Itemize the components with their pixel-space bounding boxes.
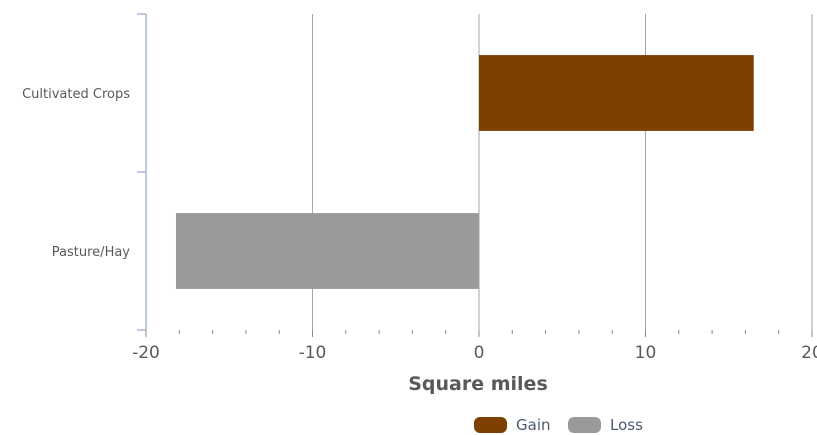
x-tick-label: -20	[132, 343, 160, 363]
category-label: Cultivated Crops	[22, 87, 130, 102]
y-axis	[137, 13, 147, 331]
bar-loss	[175, 213, 479, 289]
x-axis: -20 -10 0 10 20	[132, 330, 817, 363]
x-tick-label: 10	[635, 343, 657, 363]
legend: Gain Loss	[474, 416, 643, 434]
category-labels: Cultivated Crops Pasture/Hay	[22, 87, 130, 260]
x-tick-label: -10	[299, 343, 327, 363]
x-axis-title: Square miles	[408, 373, 548, 395]
x-tick-label: 20	[801, 343, 817, 363]
x-tick-label: 0	[474, 343, 485, 363]
bars	[175, 55, 754, 289]
bar-gain	[479, 55, 754, 131]
legend-label-gain: Gain	[516, 416, 551, 434]
legend-swatch-gain	[474, 417, 507, 433]
legend-swatch-loss	[568, 417, 601, 433]
legend-label-loss: Loss	[610, 416, 643, 434]
category-label: Pasture/Hay	[52, 245, 131, 260]
